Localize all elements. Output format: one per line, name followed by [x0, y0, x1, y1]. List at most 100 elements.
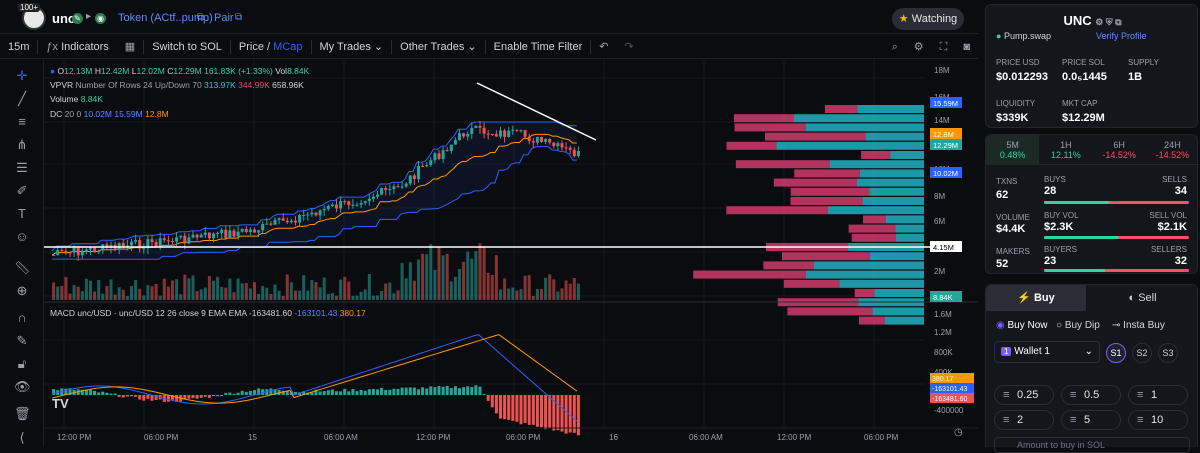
- social-icon[interactable]: ◉: [95, 13, 106, 24]
- macd-histogram-bar: [552, 395, 556, 431]
- ruler-icon[interactable]: 📏︎: [14, 260, 31, 275]
- my-trades-dropdown[interactable]: My Trades ⌄: [312, 35, 392, 59]
- settings-icon[interactable]: ⚙ ⛨ ⧉: [1095, 17, 1122, 27]
- trash-icon[interactable]: 🗑︎: [14, 406, 31, 421]
- buyers-label: BUYERS: [1044, 245, 1077, 254]
- price-option[interactable]: Price: [238, 40, 264, 53]
- indicators-button[interactable]: ƒx Indicators: [38, 35, 116, 59]
- preset-s1-button[interactable]: S1: [1106, 343, 1126, 363]
- volume-bar: [306, 290, 310, 300]
- macd-tick-label: 1.6M: [934, 310, 952, 319]
- insta-buy-toggle[interactable]: ⊸ Insta Buy: [1112, 320, 1165, 331]
- candle-body: [421, 166, 425, 168]
- makers-value: 52: [996, 258, 1009, 270]
- preset-s3-button[interactable]: S3: [1158, 343, 1178, 363]
- price-mcap-toggle[interactable]: Price / MCap: [231, 35, 311, 59]
- pump-icon[interactable]: ✎: [72, 13, 83, 24]
- amount-preset-button[interactable]: ≡ 5: [1061, 410, 1121, 430]
- candle-body: [187, 237, 191, 244]
- pair-link[interactable]: Pair: [214, 12, 234, 24]
- layout-grid-icon[interactable]: ▦: [124, 40, 136, 53]
- dc-row[interactable]: DC 20 0 10.02M 15.59M 12.8M: [50, 107, 309, 121]
- change-value: 161.83K (+1.33%): [204, 66, 273, 76]
- verify-profile-link[interactable]: Verify Profile: [1096, 31, 1147, 41]
- macd-line-value: -163101.43: [294, 308, 338, 318]
- buy-dip-radio[interactable]: ○ Buy Dip: [1056, 320, 1100, 331]
- wallet-selector[interactable]: 1 Wallet 1 ⌄: [994, 341, 1100, 363]
- token-address-link[interactable]: Token (ACtf..pump): [118, 12, 213, 24]
- candle-body: [212, 233, 215, 239]
- macd-histogram-bar: [224, 392, 228, 395]
- zoom-in-icon[interactable]: ⊕: [16, 283, 28, 298]
- camera-icon[interactable]: ◙: [963, 40, 970, 53]
- emoji-icon[interactable]: ☺: [15, 229, 29, 244]
- price-chart[interactable]: 18M16M14M10M8M6M4M2M15.59M12.8M12.29M10.…: [44, 60, 978, 447]
- fullscreen-icon[interactable]: ⛶: [939, 40, 948, 53]
- vpvr-up-bar: [805, 123, 924, 132]
- switch-to-sol-button[interactable]: Switch to SOL: [152, 40, 222, 53]
- candle-body: [351, 204, 355, 206]
- fib-icon[interactable]: ☰: [16, 160, 28, 175]
- copy-icon[interactable]: ⧉: [197, 12, 205, 23]
- vpvr-row[interactable]: VPVR Number Of Rows 24 Up/Down 70 313.97…: [50, 78, 309, 92]
- preset-s2-button[interactable]: S2: [1132, 343, 1152, 363]
- redo-icon[interactable]: ↷: [624, 40, 634, 53]
- horizontal-lines-icon[interactable]: ≡: [18, 114, 26, 129]
- trend-line-icon[interactable]: ╱: [18, 91, 26, 106]
- settings-gear-icon[interactable]: ⚙: [913, 40, 924, 53]
- volume-bar: [355, 295, 359, 300]
- volume-bar: [441, 255, 445, 300]
- pitchfork-icon[interactable]: ⋔: [16, 137, 28, 152]
- copy-pair-icon[interactable]: ⧉: [235, 12, 243, 23]
- vpvr-up-bar: [813, 261, 924, 270]
- lock-icon[interactable]: 🔓︎: [17, 356, 27, 371]
- amount-preset-button[interactable]: ≡ 1: [1128, 385, 1188, 405]
- zoom-search-icon[interactable]: ⌕: [891, 40, 898, 53]
- text-icon[interactable]: T: [18, 206, 26, 221]
- watching-button[interactable]: ★ Watching: [892, 8, 964, 30]
- clock-icon[interactable]: ◷: [954, 427, 963, 438]
- change-6h[interactable]: 6H -14.52%: [1093, 135, 1146, 164]
- macd-histogram-bar: [535, 395, 539, 427]
- change-1h[interactable]: 1H 12.11%: [1039, 135, 1092, 164]
- macd-histogram-bar: [482, 393, 486, 395]
- candle-body: [273, 219, 277, 225]
- volume-bar: [130, 286, 133, 300]
- trend-line[interactable]: [476, 82, 597, 141]
- candle-body: [207, 232, 211, 239]
- eye-icon[interactable]: 👁︎: [14, 379, 31, 394]
- buy-tab[interactable]: ⚡ Buy: [986, 285, 1086, 311]
- amount-preset-button[interactable]: ≡ 2: [994, 410, 1054, 430]
- volume-bar: [302, 275, 306, 300]
- time-axis[interactable]: 12:00 PM 06:00 PM 15 06:00 AM 12:00 PM 06:00 …: [57, 433, 899, 442]
- amount-preset-button[interactable]: ≡ 0.25: [994, 385, 1054, 405]
- volume-row[interactable]: Volume 8.84K: [50, 92, 309, 106]
- crosshair-icon[interactable]: ✛: [16, 68, 28, 83]
- pencil-lock-icon[interactable]: ✎: [16, 333, 28, 348]
- amount-preset-button[interactable]: ≡ 10: [1128, 410, 1188, 430]
- amount-input[interactable]: Amount to buy in SOL: [994, 437, 1190, 453]
- sell-tab[interactable]: ◐ Sell: [1086, 285, 1199, 311]
- change-timeframe: 24H: [1164, 140, 1181, 150]
- macd-legend[interactable]: MACD unc/USD · unc/USD 12 26 close 9 EMA…: [50, 308, 366, 318]
- volume-bar: [425, 254, 429, 300]
- price-axis[interactable]: 18M16M14M10M8M6M4M2M15.59M12.8M12.29M10.…: [930, 66, 974, 415]
- undo-icon[interactable]: ↶: [599, 40, 609, 53]
- candle-body: [105, 244, 109, 248]
- other-trades-dropdown[interactable]: Other Trades ⌄: [392, 35, 484, 59]
- volume-bar: [552, 279, 556, 300]
- mcap-option[interactable]: MCap: [273, 40, 303, 53]
- chevron-icon[interactable]: ⟨: [19, 430, 25, 445]
- candle-body: [97, 250, 101, 253]
- macd-histogram-bar: [408, 387, 412, 395]
- amount-preset-button[interactable]: ≡ 0.5: [1061, 385, 1121, 405]
- play-icon[interactable]: ▸: [86, 11, 92, 22]
- magnet-icon[interactable]: ∩: [17, 310, 27, 325]
- interval-selector[interactable]: 15m: [8, 40, 30, 53]
- change-5m[interactable]: 5M 0.48%: [986, 135, 1040, 164]
- candle-body: [507, 130, 511, 137]
- buy-now-radio[interactable]: ◉ Buy Now: [996, 320, 1048, 331]
- time-filter-button[interactable]: Enable Time Filter: [493, 40, 583, 53]
- change-24h[interactable]: 24H -14.52%: [1146, 135, 1199, 164]
- brush-icon[interactable]: ✐: [16, 183, 28, 198]
